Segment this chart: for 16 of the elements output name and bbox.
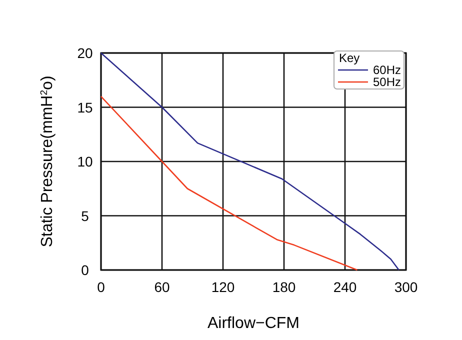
legend-label: 60Hz — [372, 63, 401, 77]
legend-label: 50Hz — [372, 75, 401, 89]
x-tick-label: 120 — [211, 279, 235, 295]
x-tick-label: 300 — [394, 279, 418, 295]
y-tick-label: 20 — [77, 45, 93, 61]
legend-title: Key — [339, 51, 360, 65]
y-tick-label: 0 — [81, 262, 90, 278]
y-tick-label: 5 — [81, 208, 90, 224]
x-tick-label: 240 — [333, 279, 357, 295]
y-tick-label: 15 — [77, 99, 93, 116]
x-tick-label: 180 — [272, 279, 296, 295]
x-tick-label: 0 — [97, 279, 106, 295]
x-axis-title: Airflow−CFM — [207, 315, 300, 332]
line-series — [100, 96, 358, 271]
x-tick-label: 60 — [154, 279, 170, 295]
y-tick-label: 10 — [77, 154, 93, 170]
